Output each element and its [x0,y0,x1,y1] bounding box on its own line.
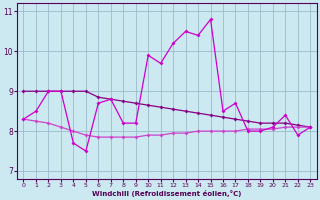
X-axis label: Windchill (Refroidissement éolien,°C): Windchill (Refroidissement éolien,°C) [92,190,242,197]
